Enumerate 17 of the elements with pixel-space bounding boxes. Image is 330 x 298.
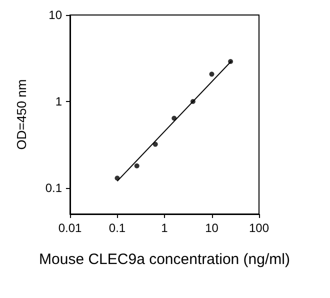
- x-tick-label: 0.01: [58, 221, 82, 235]
- point: [172, 116, 177, 121]
- point: [209, 72, 214, 77]
- y-tick-label: 0.1: [45, 180, 62, 195]
- point: [190, 98, 196, 104]
- point: [152, 142, 158, 147]
- y-tick-label: 1: [55, 94, 62, 108]
- y-tick-label: 10: [48, 8, 62, 22]
- x-tick-label: 1: [161, 221, 168, 235]
- x-tick-label: 0.1: [108, 221, 126, 235]
- point: [134, 163, 140, 168]
- point: [114, 176, 120, 181]
- x-tick-label: 100: [248, 221, 270, 235]
- x-axis-title: Mouse CLEC9a concentration (ng/ml): [39, 251, 290, 268]
- point: [228, 58, 234, 64]
- y-axis-title: OD=450 nm: [14, 79, 29, 150]
- x-tick-label: 10: [205, 221, 219, 235]
